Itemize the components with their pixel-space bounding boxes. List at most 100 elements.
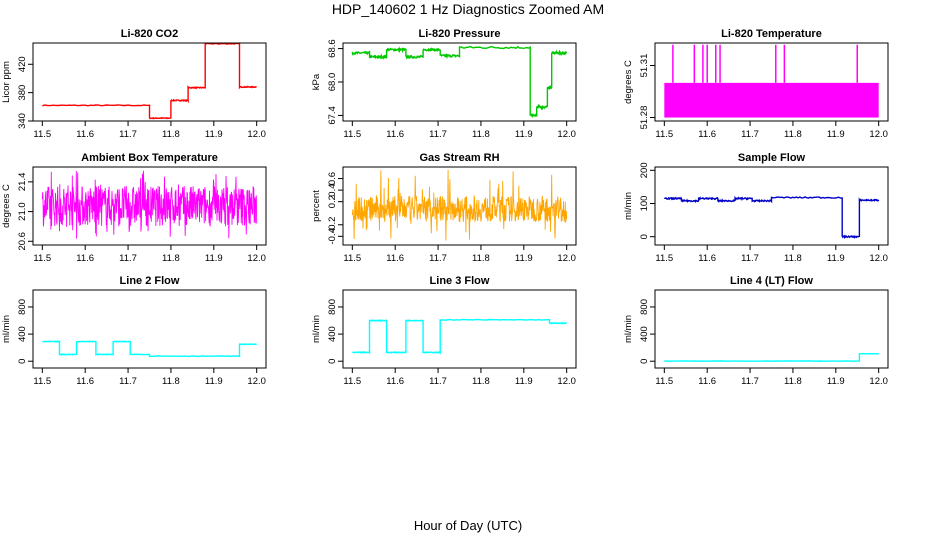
series-band: [664, 82, 879, 118]
y-tick-label: 0: [639, 234, 650, 239]
panel-7: Line 3 Flow ml/min 11.5 11.6 11.7 11.8 11.9 12.…: [311, 275, 577, 387]
plot-frame: [32, 289, 267, 369]
x-tick-label: 12.0: [557, 253, 576, 264]
x-tick-label: 11.7: [119, 129, 137, 140]
plot-frame: [654, 166, 889, 246]
panel-title: Gas Stream RH: [419, 152, 499, 164]
x-tick-label: 11.7: [429, 376, 447, 387]
x-tick-label: 11.6: [698, 253, 716, 264]
series-line: [351, 169, 568, 241]
panel-title: Line 4 (LT) Flow: [730, 275, 813, 287]
x-tick-label: 11.9: [827, 129, 845, 140]
x-tick-label: 11.5: [33, 129, 51, 140]
x-tick-label: 11.8: [162, 253, 180, 264]
y-tick-label: 340: [17, 113, 28, 129]
x-tick-label: 11.8: [472, 129, 490, 140]
panel-title: Sample Flow: [738, 152, 806, 164]
series-area: [664, 44, 879, 118]
x-tick-label: 11.7: [119, 253, 137, 264]
panel-1: Li-820 Pressure kPa 11.5 11.6 11.7 11.8 11.9 12…: [311, 28, 577, 140]
series-line: [42, 340, 257, 358]
panel-5: Sample Flow ml/min 11.5 11.6 11.7 11.8 11.9 12.…: [623, 152, 889, 264]
y-tick-label: 800: [639, 299, 650, 315]
x-tick-label: 11.5: [343, 129, 361, 140]
y-tick-label: 21.0: [17, 202, 28, 221]
x-tick-label: 11.6: [698, 376, 716, 387]
panel-title: Line 3 Flow: [430, 275, 490, 287]
y-tick-label: 21.4: [17, 173, 28, 192]
y-axis-label: degrees C: [1, 184, 12, 228]
y-tick-label: 0: [639, 359, 650, 364]
series-area: [351, 169, 568, 241]
x-tick-label: 11.9: [515, 253, 533, 264]
x-tick-label: 11.9: [515, 129, 533, 140]
panel-2: Li-820 Temperature degrees C 11.5 11.6 11.7 1…: [623, 28, 889, 140]
y-tick-label: 800: [327, 299, 338, 315]
x-tick-label: 12.0: [247, 129, 266, 140]
x-tick-label: 11.9: [205, 253, 223, 264]
series-area: [41, 170, 258, 239]
series-area: [352, 318, 567, 355]
plot-frame: [342, 289, 577, 369]
y-tick-label: 0: [327, 359, 338, 364]
x-tick-label: 11.9: [205, 129, 223, 140]
y-axis-label: Licor ppm: [1, 61, 12, 103]
x-tick-label: 11.5: [655, 129, 673, 140]
y-tick-label: 400: [17, 326, 28, 342]
x-tick-label: 12.0: [247, 376, 266, 387]
x-tick-label: 11.6: [386, 376, 404, 387]
y-tick-label: 0: [17, 359, 28, 364]
x-tick-label: 12.0: [557, 376, 576, 387]
y-tick-label: 0.6: [327, 172, 338, 185]
chart-main-title: HDP_140602 1 Hz Diagnostics Zoomed AM: [331, 1, 605, 17]
series-area: [42, 340, 257, 358]
y-tick-label: 380: [17, 85, 28, 101]
panel-8: Line 4 (LT) Flow ml/min 11.5 11.6 11.7 11.8 11…: [623, 275, 889, 387]
panel-6: Line 2 Flow ml/min 11.5 11.6 11.7 11.8 11.9 12.…: [1, 275, 267, 387]
series-line: [664, 352, 879, 362]
y-axis-label: degrees C: [623, 60, 634, 104]
x-tick-label: 11.6: [76, 129, 94, 140]
y-tick-label: 20.6: [17, 232, 28, 251]
y-tick-label: 400: [327, 326, 338, 342]
plot-frame: [32, 42, 267, 122]
series-line: [42, 43, 257, 120]
x-tick-label: 11.9: [827, 253, 845, 264]
series-area: [664, 352, 879, 362]
x-tick-label: 11.7: [429, 129, 447, 140]
y-tick-label: 200: [639, 162, 650, 178]
x-tick-label: 11.7: [741, 253, 759, 264]
series-area: [351, 45, 568, 119]
y-tick-label: 800: [17, 299, 28, 315]
panel-0: Li-820 CO2 Licor ppm 11.5 11.6 11.7 11.8 11.9 1…: [1, 28, 267, 140]
x-tick-label: 11.8: [784, 129, 802, 140]
y-tick-label: 0.4: [327, 184, 338, 197]
x-axis-label: Hour of Day (UTC): [413, 518, 523, 533]
panel-title: Li-820 Temperature: [721, 28, 822, 40]
x-tick-label: 11.5: [343, 376, 361, 387]
x-tick-label: 11.7: [741, 129, 759, 140]
y-tick-label: 400: [639, 326, 650, 342]
panel-title: Li-820 Pressure: [419, 28, 501, 40]
series-area: [42, 43, 257, 120]
series-line: [41, 170, 258, 239]
y-tick-label: 51.28: [639, 106, 650, 130]
x-tick-label: 12.0: [557, 129, 576, 140]
x-tick-label: 11.5: [655, 253, 673, 264]
y-tick-label: 0.2: [327, 195, 338, 208]
x-tick-label: 11.8: [784, 253, 802, 264]
x-tick-label: 11.6: [76, 253, 94, 264]
x-tick-label: 11.9: [515, 376, 533, 387]
plot-frame: [654, 42, 889, 122]
y-tick-label: -0.2: [327, 217, 338, 233]
x-tick-label: 11.6: [386, 253, 404, 264]
y-tick-label: 100: [639, 196, 650, 212]
panel-title: Line 2 Flow: [120, 275, 180, 287]
x-tick-label: 11.8: [784, 376, 802, 387]
x-tick-label: 11.9: [205, 376, 223, 387]
x-tick-label: 11.6: [76, 376, 94, 387]
plot-frame: [654, 289, 889, 369]
y-axis-label: ml/min: [623, 315, 634, 343]
x-tick-label: 11.9: [827, 376, 845, 387]
